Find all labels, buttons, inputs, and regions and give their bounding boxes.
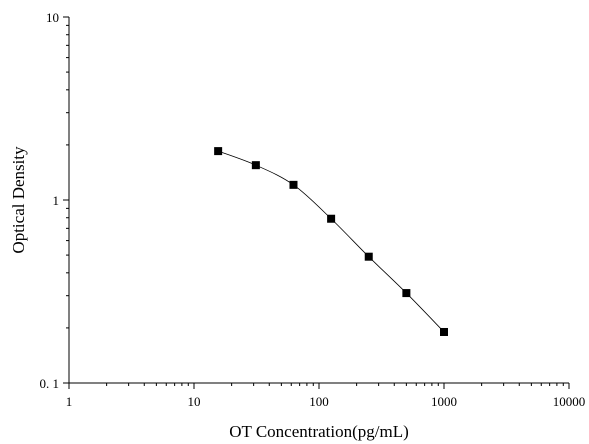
x-axis-label: OT Concentration(pg/mL): [229, 422, 409, 441]
data-point: [251, 161, 260, 170]
x-tick-labels: 1 10 100 1000 10000: [66, 394, 586, 409]
x-tick-label: 1000: [431, 394, 457, 409]
y-ticks: [63, 16, 69, 384]
y-tick-label: 1: [53, 193, 60, 208]
x-axis: 1 10 100 1000 10000 OT Concentration(pg/mL): [66, 382, 586, 441]
y-axis-label: Optical Density: [9, 146, 28, 254]
fit-curve: [218, 150, 445, 333]
y-tick-labels: 0. 1 1 10: [40, 10, 60, 391]
y-axis: 0. 1 1 10 Optical Density: [9, 10, 70, 391]
data-point: [440, 327, 448, 336]
data-point: [327, 214, 336, 223]
data-points: [214, 147, 448, 336]
data-point: [364, 252, 373, 261]
data-point: [289, 180, 298, 189]
y-tick-label: 10: [46, 10, 59, 25]
plot-area: [214, 147, 448, 336]
x-tick-label: 10: [188, 394, 201, 409]
data-point: [214, 147, 223, 156]
y-tick-label: 0. 1: [40, 376, 60, 391]
x-tick-label: 100: [309, 394, 329, 409]
x-tick-label: 1: [66, 394, 73, 409]
x-tick-label: 10000: [553, 394, 586, 409]
x-ticks: [68, 383, 570, 389]
data-point: [402, 289, 411, 298]
